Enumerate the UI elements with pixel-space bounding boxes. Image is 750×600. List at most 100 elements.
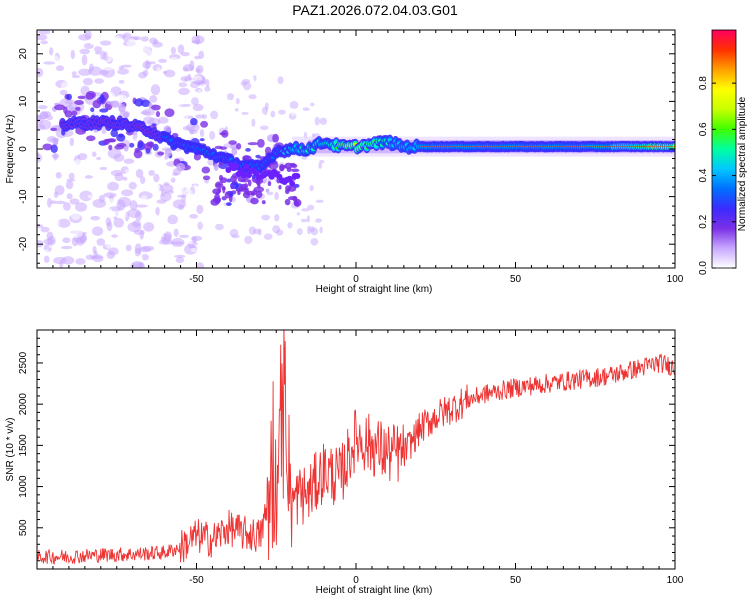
noise-blob [226, 202, 232, 206]
noise-blob [135, 204, 148, 208]
noise-blob [185, 221, 195, 229]
noise-blob [168, 246, 183, 251]
noise-blob [81, 54, 88, 66]
y-tick-label: -20 [18, 237, 29, 252]
noise-blob [122, 176, 128, 181]
noise-blob [156, 222, 162, 232]
noise-blob [244, 235, 253, 245]
ridge-mark [289, 180, 296, 187]
noise-blob [43, 61, 56, 65]
noise-blob [60, 81, 71, 92]
noise-blob [249, 76, 255, 85]
noise-blob [306, 215, 310, 223]
noise-blob [37, 239, 44, 248]
noise-blob [38, 57, 48, 64]
noise-blob [255, 190, 263, 199]
noise-blob [134, 147, 140, 153]
noise-blob [277, 76, 284, 84]
noise-blob [53, 219, 60, 228]
noise-blob [217, 187, 222, 194]
y-tick-label: 20 [18, 48, 29, 60]
noise-blob [40, 138, 45, 143]
noise-blob [226, 93, 235, 101]
noise-blob [178, 82, 188, 88]
noise-blob [190, 81, 199, 89]
x-tick-label: -50 [189, 274, 204, 285]
noise-blob [231, 147, 238, 156]
noise-blob [65, 180, 74, 190]
noise-blob [197, 221, 203, 230]
noise-blob [240, 81, 247, 86]
noise-blob [171, 36, 178, 43]
noise-blob [121, 260, 129, 268]
snr-plot [37, 330, 675, 565]
noise-blob [177, 44, 185, 54]
noise-blob [118, 79, 125, 84]
noise-blob [68, 172, 75, 180]
noise-blob [148, 169, 155, 176]
noise-blob [71, 71, 77, 76]
noise-blob [135, 168, 144, 179]
noise-blob [57, 218, 71, 228]
noise-blob [164, 30, 179, 36]
y-axis-label: Frequency (Hz) [5, 115, 16, 184]
noise-blob [69, 198, 80, 205]
noise-blob [163, 125, 172, 134]
noise-blob [168, 180, 178, 186]
noise-blob [191, 40, 201, 44]
x-tick-label: 50 [510, 575, 522, 586]
noise-blob [50, 144, 58, 153]
noise-blob [150, 259, 160, 265]
noise-blob [113, 216, 118, 220]
noise-blob [87, 194, 98, 199]
noise-blob [114, 66, 120, 72]
noise-blob [255, 154, 261, 159]
noise-blob [125, 244, 132, 252]
noise-blob [263, 241, 272, 246]
noise-blob [143, 222, 155, 232]
noise-blob [248, 94, 257, 100]
noise-blob [53, 256, 67, 265]
noise-blob [92, 198, 107, 208]
noise-blob [217, 115, 227, 122]
noise-blob [235, 97, 240, 105]
noise-blob [161, 211, 167, 217]
noise-blob [62, 237, 71, 244]
noise-blob [92, 246, 97, 254]
noise-blob [162, 70, 168, 75]
noise-blob [126, 38, 138, 49]
noise-blob [127, 222, 142, 233]
noise-blob [40, 40, 48, 45]
noise-blob [214, 194, 220, 200]
noise-blob [71, 110, 78, 116]
noise-blob [246, 190, 255, 196]
noise-blob [156, 248, 167, 257]
noise-blob [147, 117, 161, 127]
noise-blob [58, 49, 73, 59]
noise-blob [92, 176, 100, 181]
noise-blob [256, 112, 265, 120]
noise-blob [319, 117, 328, 125]
ridge-mark [240, 172, 247, 179]
noise-blob [221, 196, 227, 201]
noise-blob [213, 163, 219, 171]
noise-blob [105, 198, 118, 204]
noise-blob [199, 138, 205, 142]
colorbar-tick-label: 0.4 [698, 168, 709, 182]
noise-blob [191, 97, 199, 106]
noise-blob [237, 190, 241, 196]
noise-blob [90, 215, 100, 221]
noise-blob [134, 247, 142, 257]
noise-blob [151, 104, 161, 111]
noise-blob [196, 262, 205, 268]
noise-blob [140, 99, 151, 107]
noise-blob [104, 208, 113, 213]
noise-blob [89, 63, 94, 72]
noise-blob [39, 111, 49, 120]
noise-blob [101, 127, 107, 135]
snr-series-line [37, 330, 675, 565]
noise-blob [177, 263, 189, 267]
noise-blob [319, 226, 323, 234]
noise-blob [209, 130, 216, 140]
noise-blob [270, 110, 276, 118]
